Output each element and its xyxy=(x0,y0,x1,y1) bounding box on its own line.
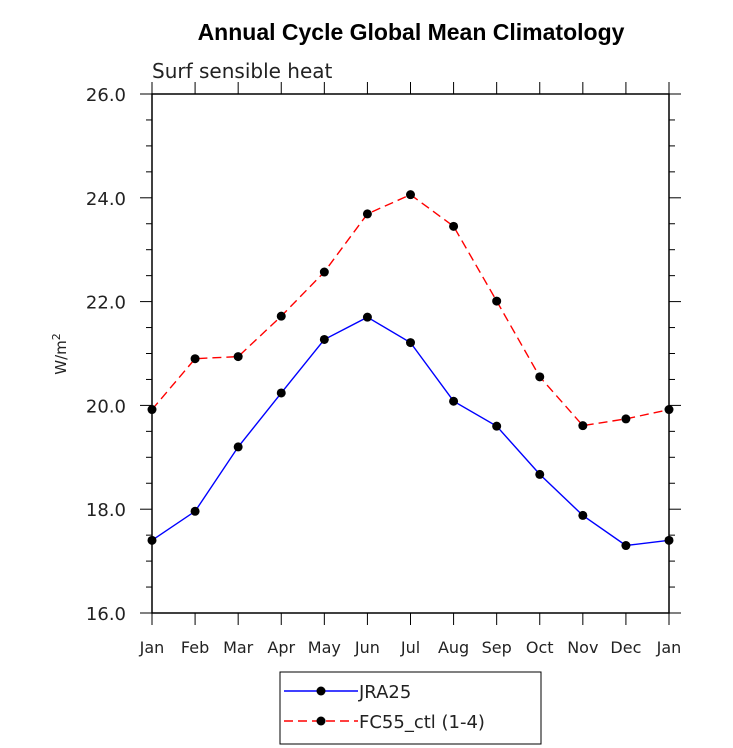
y-axis-label-unit: W/m xyxy=(52,340,70,375)
data-point xyxy=(621,414,631,424)
legend-items: JRA25 FC55_ctl (1-4) xyxy=(284,682,485,733)
x-tick-label: Dec xyxy=(610,638,641,657)
series-line-0 xyxy=(151,316,670,547)
data-point xyxy=(362,209,372,219)
data-point xyxy=(276,311,286,321)
axis-ticks xyxy=(140,82,681,625)
data-point xyxy=(492,296,502,306)
chart-title: Annual Cycle Global Mean Climatology xyxy=(198,19,625,45)
data-point xyxy=(449,396,459,406)
x-tick-label: Jun xyxy=(354,638,380,657)
legend-box xyxy=(279,671,542,745)
y-axis-label-exponent: 2 xyxy=(50,333,63,340)
legend-label-0: JRA25 xyxy=(358,682,411,703)
y-tick-label: 26.0 xyxy=(86,85,126,106)
data-point xyxy=(190,506,200,516)
data-point xyxy=(147,405,157,415)
y-axis-label: W/m2 xyxy=(50,333,70,375)
data-point xyxy=(535,372,545,382)
data-point xyxy=(233,352,243,362)
y-tick-label: 22.0 xyxy=(86,293,126,314)
y-tick-label: 16.0 xyxy=(86,604,126,625)
legend-marker xyxy=(316,686,326,696)
y-tick-label: 24.0 xyxy=(86,189,126,210)
data-point xyxy=(535,469,545,479)
x-tick-label: Mar xyxy=(223,638,254,657)
x-tick-label: Jan xyxy=(656,638,682,657)
legend: JRA25 FC55_ctl (1-4) xyxy=(279,671,542,745)
x-tick-label: Apr xyxy=(267,638,295,657)
data-point xyxy=(664,405,674,415)
legend-label-1: FC55_ctl (1-4) xyxy=(359,712,485,733)
x-tick-label: Oct xyxy=(526,638,554,657)
data-point xyxy=(449,221,459,231)
x-tick-label: Jul xyxy=(400,638,420,657)
data-point xyxy=(492,421,502,431)
data-point xyxy=(319,267,329,277)
data-point xyxy=(664,535,674,545)
chart-subtitle: Surf sensible heat xyxy=(152,59,333,83)
data-point xyxy=(578,421,588,431)
plot-frame xyxy=(151,93,670,614)
x-tick-label: Jan xyxy=(139,638,165,657)
data-point xyxy=(190,354,200,364)
x-tick-label: Sep xyxy=(482,638,512,657)
data-point xyxy=(621,541,631,551)
data-point xyxy=(406,338,415,348)
data-point xyxy=(406,190,415,200)
x-tick-label: Aug xyxy=(438,638,469,657)
tick-labels: 16.0 18.0 20.0 22.0 24.0 26.0 Jan Feb Mar Apr May J… xyxy=(86,85,681,657)
data-point xyxy=(362,312,372,322)
series-layer xyxy=(151,193,670,547)
data-point xyxy=(233,442,243,452)
y-tick-label: 18.0 xyxy=(86,500,126,521)
data-point xyxy=(147,535,157,545)
markers-layer xyxy=(147,190,674,551)
x-tick-label: Feb xyxy=(181,638,209,657)
legend-marker xyxy=(316,716,326,726)
data-point xyxy=(276,388,286,398)
y-tick-label: 20.0 xyxy=(86,396,126,417)
x-tick-label: May xyxy=(308,638,341,657)
data-point xyxy=(578,510,588,520)
data-point xyxy=(319,334,329,344)
series-line-1 xyxy=(151,193,670,427)
x-tick-label: Nov xyxy=(567,638,598,657)
